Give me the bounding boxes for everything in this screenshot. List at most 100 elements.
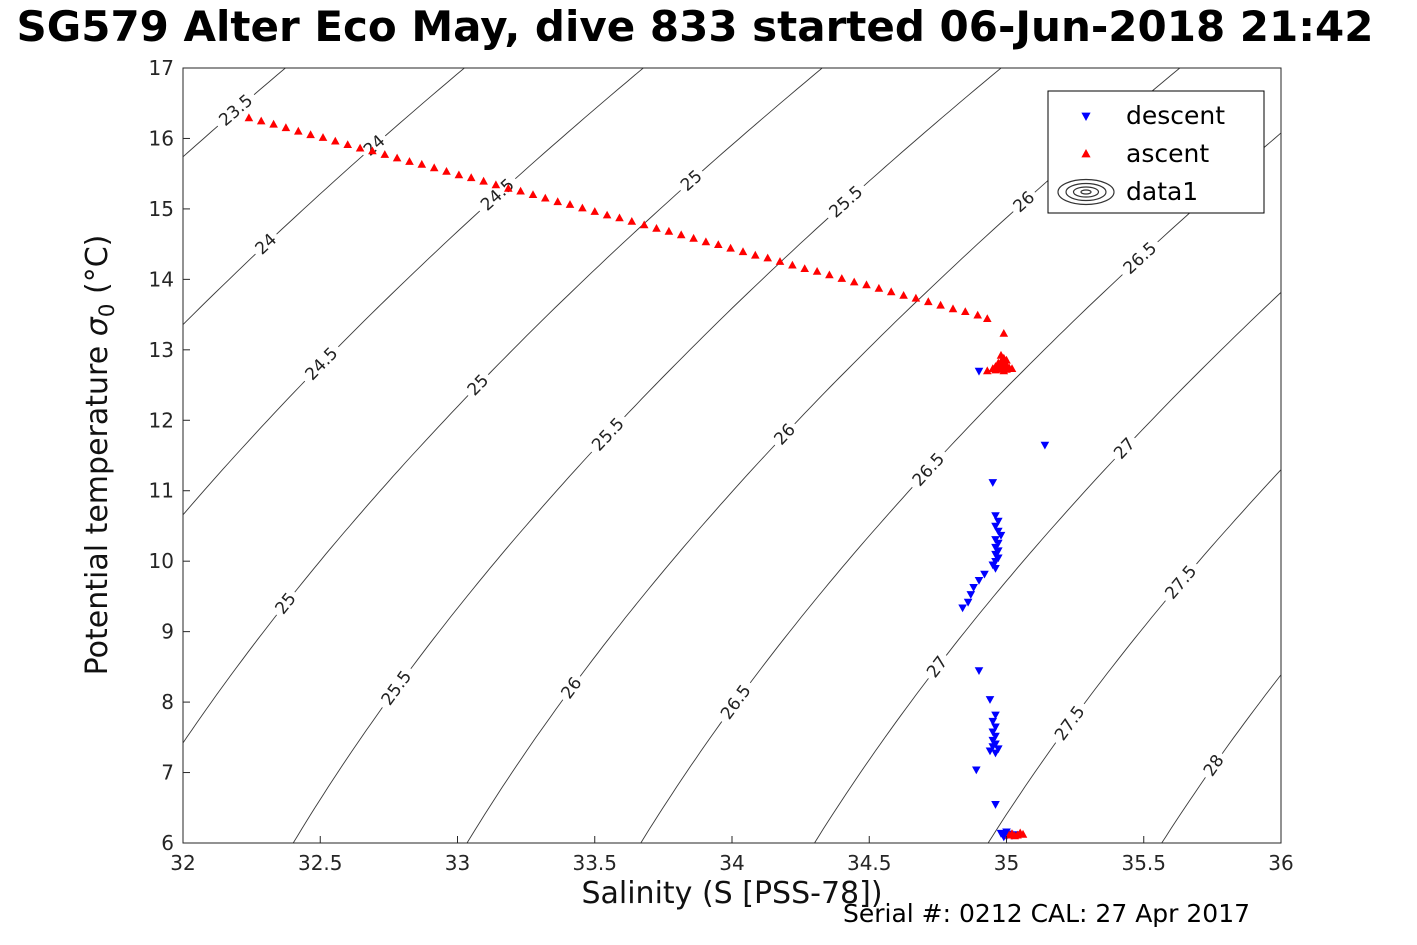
contour-label: 26 [554, 670, 589, 706]
data-series [244, 113, 1050, 842]
contour-label: 26 [1006, 184, 1042, 220]
data-point-descent [988, 717, 998, 726]
data-point-ascent [849, 277, 859, 286]
y-tick-label: 7 [161, 761, 174, 785]
data-point-ascent [256, 116, 266, 125]
data-point-ascent [689, 233, 698, 242]
y-tick-label: 13 [149, 338, 174, 362]
data-point-descent [988, 728, 998, 737]
data-point-ascent [825, 270, 834, 279]
data-point-ascent [874, 283, 884, 292]
x-tick-label: 35 [994, 851, 1019, 875]
legend-label: data1 [1126, 177, 1198, 206]
data-point-ascent [294, 126, 303, 135]
data-point-ascent [639, 220, 649, 229]
data-point-ascent [886, 287, 896, 296]
data-point-descent [974, 577, 984, 585]
y-tick-label: 8 [161, 690, 174, 714]
data-point-ascent [800, 264, 809, 272]
data-point-ascent [973, 310, 982, 319]
contour-label: 25.5 [374, 662, 419, 714]
data-point-descent [1002, 828, 1011, 837]
data-point-ascent [911, 293, 921, 302]
data-point-descent [994, 745, 1003, 754]
data-point-descent [999, 833, 1009, 842]
data-point-ascent [269, 119, 278, 128]
x-axis-label: Salinity (S [PSS-78]) [581, 876, 883, 911]
data-point-ascent [936, 300, 945, 309]
data-point-descent [991, 512, 1000, 520]
legend-contour-rings-icon [1072, 186, 1100, 198]
contour-label: 24.5 [473, 171, 522, 219]
data-point-ascent [405, 157, 414, 165]
contour-label: 23.5 [211, 87, 261, 134]
data-point-descent [988, 743, 998, 752]
contour-line [1161, 674, 1281, 843]
y-tick-label: 14 [149, 267, 174, 291]
y-tick-label: 17 [149, 56, 174, 80]
sigma-symbol: σ [80, 317, 115, 337]
contour-label: 26.5 [1115, 234, 1165, 282]
data-point-ascent [454, 170, 464, 179]
legend-contour-rings-icon [1065, 182, 1107, 202]
data-point-ascent [417, 159, 427, 168]
data-point-descent [994, 517, 1003, 526]
data-point-ascent [627, 217, 637, 225]
data-point-ascent [788, 260, 797, 269]
x-tick-label: 32 [170, 851, 195, 875]
contour-label: 27.5 [1157, 557, 1205, 608]
data-point-descent [988, 479, 998, 487]
y-tick-label: 10 [149, 549, 174, 573]
data-point-ascent [479, 176, 488, 185]
data-point-ascent [565, 200, 575, 208]
data-point-ascent [392, 153, 402, 162]
contour-label: 27.5 [1047, 697, 1093, 749]
data-point-ascent [751, 250, 760, 259]
legend-contour-rings-icon [1080, 189, 1092, 195]
data-point-descent [991, 723, 1000, 732]
data-point-ascent [1007, 364, 1017, 372]
contour-line [814, 291, 1281, 843]
y-tick-label: 9 [161, 620, 174, 644]
data-point-ascent [775, 257, 785, 265]
contour-label: 25 [673, 163, 709, 198]
data-point-descent [991, 801, 1000, 809]
data-point-descent [994, 539, 1003, 548]
series-ascent [244, 113, 1028, 840]
data-point-ascent [380, 150, 390, 158]
legend-marker-ascent-icon [1081, 149, 1091, 158]
x-tick-label: 33.5 [572, 851, 617, 875]
contour-line [183, 68, 286, 158]
serial-cal-note: Serial #: 0212 CAL: 27 Apr 2017 [843, 899, 1251, 928]
data-point-ascent [726, 243, 735, 252]
legend-label: ascent [1126, 139, 1209, 168]
x-tick-label: 34.5 [847, 851, 892, 875]
data-point-ascent [429, 163, 439, 172]
data-point-descent [969, 584, 978, 592]
data-point-ascent [837, 274, 847, 282]
data-point-ascent [318, 133, 328, 141]
data-point-ascent [504, 183, 513, 192]
data-point-ascent [1018, 829, 1028, 838]
data-point-descent [991, 565, 1000, 573]
y-tick-label: 11 [149, 479, 174, 503]
data-point-ascent [701, 237, 711, 246]
data-point-descent [974, 667, 984, 675]
legend-box [1047, 90, 1265, 214]
data-point-descent [966, 591, 976, 599]
legend-marker-descent-icon [1081, 112, 1091, 121]
data-point-ascent [442, 167, 451, 175]
y-axis-label: Potential temperature σ0 (°C) [80, 235, 120, 676]
data-point-descent [1040, 441, 1050, 450]
data-point-ascent [244, 113, 254, 122]
data-point-ascent [948, 304, 958, 313]
chart-title: SG579 Alter Eco May, dive 833 started 06… [16, 2, 1374, 51]
data-point-descent [991, 732, 1000, 741]
data-point-ascent [331, 136, 340, 145]
data-point-ascent [983, 366, 992, 375]
data-point-ascent [355, 143, 365, 152]
legend: descent ascent data1 [1047, 90, 1265, 214]
series-descent [958, 367, 1050, 842]
data-point-ascent [812, 267, 822, 275]
contour-label: 27 [920, 649, 955, 685]
